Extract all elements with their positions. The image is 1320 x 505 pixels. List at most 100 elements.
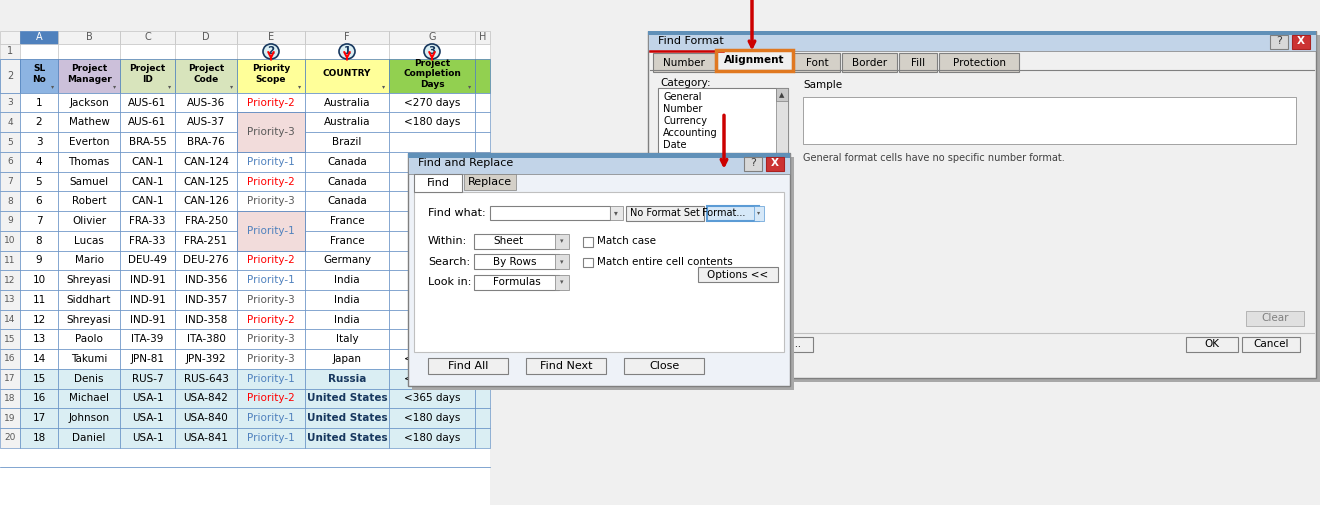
- Text: Germany: Germany: [323, 256, 371, 266]
- Text: 2: 2: [7, 71, 13, 81]
- Bar: [176, 172, 238, 191]
- Text: ?: ?: [750, 158, 756, 168]
- Text: ▲: ▲: [779, 91, 784, 97]
- Text: France: France: [330, 236, 364, 245]
- Text: ▾: ▾: [383, 84, 385, 89]
- Bar: [414, 174, 462, 192]
- Text: 16: 16: [33, 393, 46, 403]
- Text: Australia: Australia: [323, 97, 370, 108]
- Text: Russia: Russia: [327, 374, 366, 384]
- Text: Denis: Denis: [74, 374, 104, 384]
- Text: Canada: Canada: [327, 157, 367, 167]
- Bar: [176, 113, 238, 132]
- Bar: [58, 31, 120, 44]
- Circle shape: [263, 44, 279, 59]
- Text: Mathew: Mathew: [69, 117, 110, 127]
- Text: 15: 15: [4, 335, 16, 344]
- Bar: [120, 369, 176, 388]
- Bar: [120, 290, 176, 310]
- Text: Project
Manager: Project Manager: [66, 64, 111, 84]
- Bar: [20, 388, 58, 408]
- Bar: [389, 44, 475, 59]
- Bar: [305, 310, 389, 329]
- Bar: [120, 152, 176, 172]
- Text: India: India: [334, 275, 360, 285]
- Bar: [475, 211, 490, 231]
- Bar: [389, 132, 475, 152]
- Bar: [389, 270, 475, 290]
- Bar: [717, 49, 792, 70]
- Bar: [475, 388, 490, 408]
- Text: Sheet: Sheet: [492, 236, 523, 246]
- Bar: [120, 59, 176, 93]
- Bar: [474, 275, 558, 290]
- Bar: [583, 258, 593, 268]
- Text: IND-91: IND-91: [129, 275, 165, 285]
- Text: Protection: Protection: [953, 58, 1006, 68]
- Text: 1: 1: [7, 46, 13, 57]
- Bar: [795, 54, 840, 72]
- Bar: [120, 44, 176, 59]
- Bar: [238, 172, 305, 191]
- Text: ITA-39: ITA-39: [131, 334, 164, 344]
- Bar: [305, 329, 389, 349]
- Text: Priority-3: Priority-3: [247, 295, 294, 305]
- Bar: [305, 428, 389, 448]
- Text: <365 days: <365 days: [404, 393, 461, 403]
- Bar: [389, 408, 475, 428]
- Text: Priority-3: Priority-3: [247, 196, 294, 206]
- Bar: [176, 329, 238, 349]
- Bar: [176, 428, 238, 448]
- Bar: [626, 207, 704, 221]
- Text: Date: Date: [663, 140, 686, 150]
- Bar: [176, 270, 238, 290]
- Text: ?: ?: [1276, 36, 1282, 46]
- Text: Accounting: Accounting: [663, 128, 718, 138]
- Text: <270 days: <270 days: [404, 374, 461, 384]
- Text: Michael: Michael: [69, 393, 110, 403]
- Text: India: India: [334, 295, 360, 305]
- Text: 2: 2: [268, 46, 275, 57]
- Bar: [305, 290, 389, 310]
- Text: Font: Font: [805, 58, 829, 68]
- Text: E: E: [268, 32, 275, 42]
- Text: Project
ID: Project ID: [129, 64, 165, 84]
- Text: 6: 6: [7, 157, 13, 166]
- Bar: [1270, 34, 1288, 48]
- Bar: [465, 174, 516, 190]
- Bar: [475, 113, 490, 132]
- Bar: [475, 231, 490, 250]
- Bar: [408, 153, 789, 174]
- Text: Priority-2: Priority-2: [247, 97, 294, 108]
- Bar: [0, 428, 20, 448]
- Bar: [120, 113, 176, 132]
- Text: B: B: [86, 32, 92, 42]
- Text: 14: 14: [33, 354, 46, 364]
- Bar: [610, 207, 623, 221]
- Text: 15: 15: [33, 374, 46, 384]
- Bar: [58, 59, 120, 93]
- Bar: [0, 59, 20, 93]
- Bar: [238, 231, 305, 250]
- Text: Lucas: Lucas: [74, 236, 104, 245]
- Text: 8: 8: [36, 236, 42, 245]
- Bar: [475, 408, 490, 428]
- Text: Jackson: Jackson: [69, 97, 108, 108]
- Text: Canada: Canada: [327, 177, 367, 186]
- Text: SL
No: SL No: [32, 64, 46, 84]
- Bar: [475, 290, 490, 310]
- Text: 17: 17: [4, 374, 16, 383]
- Text: Formulas: Formulas: [492, 277, 541, 287]
- Bar: [238, 369, 305, 388]
- Text: 8: 8: [7, 197, 13, 206]
- Text: Project
Completion
Days: Project Completion Days: [403, 59, 461, 89]
- Bar: [0, 44, 20, 59]
- Bar: [176, 152, 238, 172]
- Text: D: D: [202, 32, 210, 42]
- Text: 18: 18: [4, 394, 16, 403]
- Bar: [408, 153, 789, 158]
- Bar: [58, 172, 120, 191]
- Text: General format cells have no specific number format.: General format cells have no specific nu…: [803, 153, 1065, 163]
- Bar: [657, 337, 813, 352]
- Text: ▾: ▾: [169, 84, 172, 89]
